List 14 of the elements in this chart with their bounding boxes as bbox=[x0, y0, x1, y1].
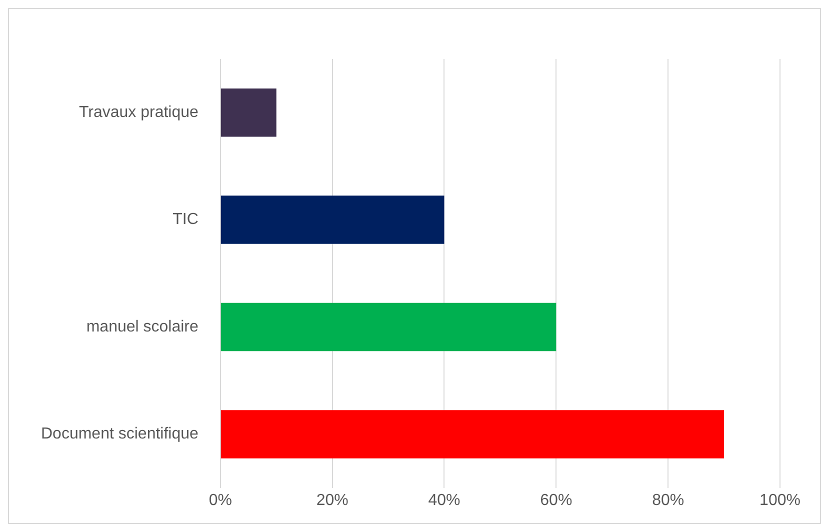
x-tick-label: 100% bbox=[760, 492, 800, 509]
y-tick-label: TIC bbox=[172, 211, 198, 228]
y-tick-label: Document scientifique bbox=[40, 426, 199, 443]
y-tick-label: Travaux pratique bbox=[78, 104, 199, 122]
y-tick-label: manuel scolaire bbox=[86, 318, 199, 336]
x-tick-label: 80% bbox=[652, 492, 684, 509]
x-tick-label: 60% bbox=[540, 492, 572, 509]
bar bbox=[220, 196, 444, 244]
bar bbox=[220, 410, 724, 458]
bar bbox=[220, 88, 276, 137]
x-tick-label: 20% bbox=[316, 492, 348, 509]
x-tick-label: 0% bbox=[208, 492, 232, 509]
x-tick-label: 40% bbox=[428, 492, 460, 509]
bar bbox=[220, 302, 556, 352]
